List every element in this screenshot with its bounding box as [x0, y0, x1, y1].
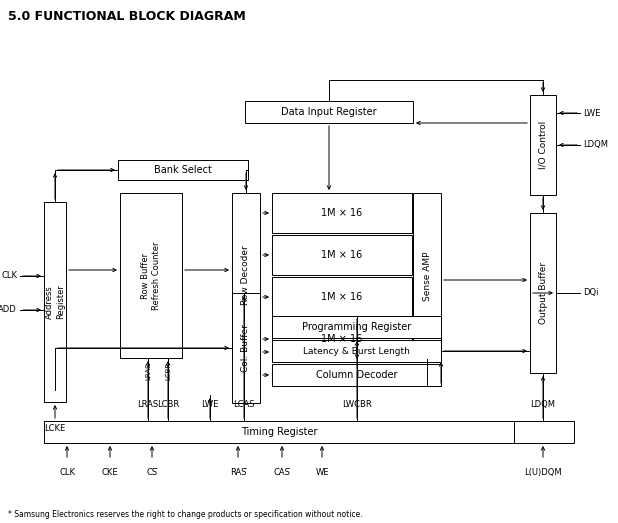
- Text: Programming Register: Programming Register: [302, 322, 411, 332]
- Bar: [272, 319, 412, 359]
- Text: 5.0 FUNCTIONAL BLOCK DIAGRAM: 5.0 FUNCTIONAL BLOCK DIAGRAM: [8, 10, 246, 23]
- Bar: [232, 193, 260, 358]
- Text: RAS̅: RAS̅: [230, 468, 246, 477]
- Bar: [44, 202, 66, 402]
- Text: CLK: CLK: [1, 271, 17, 280]
- Bar: [272, 235, 412, 275]
- Text: ADD: ADD: [0, 305, 17, 314]
- Text: 1M × 16: 1M × 16: [321, 250, 363, 260]
- Text: CAS̅: CAS̅: [274, 468, 290, 477]
- Text: Row Decoder: Row Decoder: [242, 246, 250, 305]
- Text: LCBR: LCBR: [165, 362, 171, 380]
- Bar: [413, 193, 441, 359]
- Text: Sense AMP: Sense AMP: [423, 251, 431, 301]
- Text: LRAS: LRAS: [145, 362, 151, 380]
- Text: 1M × 16: 1M × 16: [321, 208, 363, 218]
- Text: 1M × 16: 1M × 16: [321, 292, 363, 302]
- Bar: [530, 213, 556, 373]
- Text: LCKE: LCKE: [44, 424, 66, 433]
- Bar: [514, 421, 574, 443]
- Bar: [232, 293, 260, 403]
- Bar: [272, 340, 441, 362]
- Text: * Samsung Electronics reserves the right to change products or specification wit: * Samsung Electronics reserves the right…: [8, 510, 363, 519]
- Text: CS̅: CS̅: [146, 468, 158, 477]
- Text: Column Decoder: Column Decoder: [316, 370, 397, 380]
- Text: Timing Register: Timing Register: [241, 427, 317, 437]
- Text: DQi: DQi: [583, 289, 598, 298]
- Text: I/O Control: I/O Control: [538, 121, 548, 169]
- Text: Output Buffer: Output Buffer: [538, 262, 548, 324]
- Bar: [118, 160, 248, 180]
- Bar: [272, 277, 412, 317]
- Text: CKE: CKE: [102, 468, 118, 477]
- Text: WE: WE: [315, 468, 329, 477]
- Text: LDQM: LDQM: [583, 141, 608, 150]
- Bar: [272, 193, 412, 233]
- Text: LCAS: LCAS: [233, 400, 255, 409]
- Text: LDQM: LDQM: [530, 400, 556, 409]
- Text: Latency & Burst Length: Latency & Burst Length: [303, 347, 410, 356]
- Text: Bank Select: Bank Select: [154, 165, 212, 175]
- Text: Row Buffer
Refresh Counter: Row Buffer Refresh Counter: [142, 241, 161, 310]
- Bar: [44, 421, 514, 443]
- Text: L(U)DQM: L(U)DQM: [524, 468, 562, 477]
- Text: LRAS: LRAS: [137, 400, 159, 409]
- Bar: [272, 364, 441, 386]
- Text: LWCBR: LWCBR: [342, 400, 372, 409]
- Text: LWE: LWE: [201, 400, 219, 409]
- Text: 1M × 16: 1M × 16: [321, 334, 363, 344]
- Bar: [272, 316, 441, 338]
- Bar: [120, 193, 182, 358]
- Text: LCBR: LCBR: [157, 400, 179, 409]
- Text: LWE: LWE: [583, 108, 600, 118]
- Text: Data Input Register: Data Input Register: [281, 107, 377, 117]
- Bar: [530, 95, 556, 195]
- Text: CLK: CLK: [59, 468, 75, 477]
- Bar: [245, 101, 413, 123]
- Text: Address
Register: Address Register: [45, 285, 65, 320]
- Text: Col. Buffer: Col. Buffer: [242, 324, 250, 372]
